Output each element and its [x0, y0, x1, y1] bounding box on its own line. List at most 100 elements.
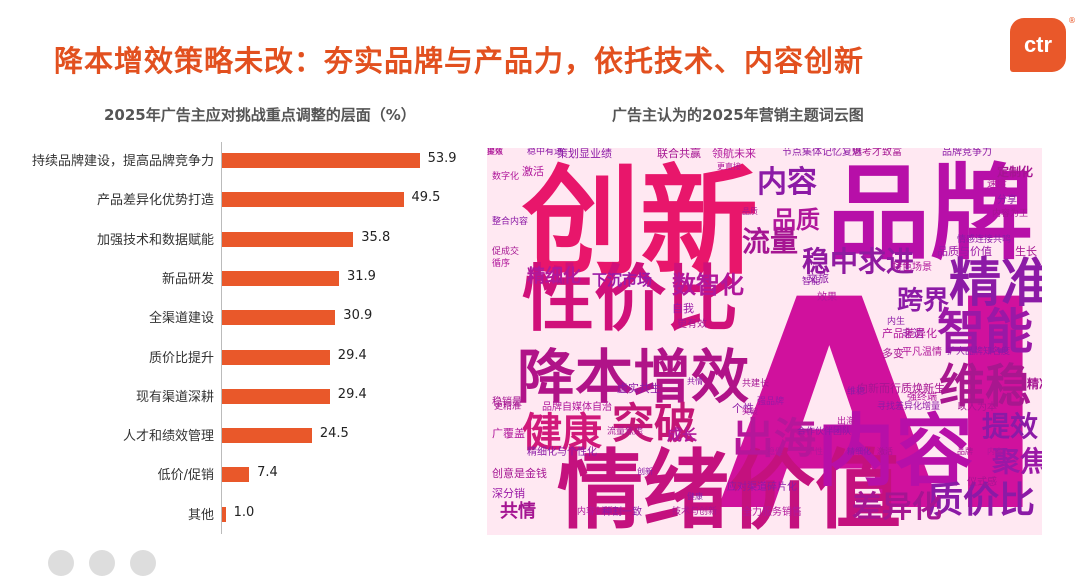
cloud-word: 共建长 — [742, 379, 770, 389]
bar — [222, 349, 330, 365]
cloud-word: 技术与创新 — [672, 507, 718, 517]
cloud-word: 精准 — [949, 254, 1042, 314]
cloud-word: 产品差异化 — [882, 327, 937, 340]
cloud-word: 激活 — [522, 165, 544, 178]
cloud-word: 内容 — [987, 447, 1003, 456]
cloud-word: 速度 — [987, 179, 1007, 190]
cloud-word: 健康 — [687, 492, 703, 501]
registered-mark: ® — [1068, 16, 1076, 25]
cloud-word: 智能 — [937, 304, 1034, 360]
cloud-word: 出海 — [837, 417, 856, 427]
cloud-word: 促成交 — [492, 247, 520, 257]
cloud-word: 突破 — [612, 399, 697, 448]
bar-row: 加强技术和数据赋能 35.8 — [0, 219, 480, 257]
cloud-word: 质价比 — [927, 480, 1036, 521]
cloud-word: 流量 — [742, 225, 799, 258]
bar — [222, 192, 404, 208]
cloud-word: 创新 — [637, 467, 653, 476]
cloud-word: 生长 — [1015, 245, 1037, 258]
cloud-word: 更有效 — [677, 319, 707, 330]
cloud-word: 多变 — [882, 347, 904, 360]
cloud-word: 内生 — [887, 317, 906, 327]
cloud-word: 强终端 — [907, 392, 937, 403]
cloud-word: 聚焦 — [487, 148, 503, 156]
cloud-word: 降本增效 — [517, 343, 750, 411]
cloud-word: 整合内容 — [492, 217, 529, 227]
cloud-word: 应对渠道碎片化 — [727, 482, 797, 493]
bar-row: 低价/促销 7.4 — [0, 454, 480, 492]
cloud-word: 激活 — [877, 447, 893, 456]
cloud-word: 效果 — [817, 292, 837, 303]
cloud-word: 向新而行质焕新生 — [857, 382, 945, 395]
category-label: 产品差异化优势打造 — [96, 193, 214, 209]
bar-row: 新品研发 31.9 — [0, 258, 480, 296]
cloud-word: 广覆盖 — [492, 427, 525, 440]
bar-row: 全渠道建设 30.9 — [0, 297, 480, 335]
cloud-word: 种割一致 — [602, 507, 642, 518]
cloud-word: 策划显业绩 — [557, 148, 612, 160]
bar-value-label: 35.8 — [361, 229, 391, 245]
cloud-word: 共情 — [500, 501, 536, 522]
cloud-word: 品质与价值 — [937, 245, 992, 258]
cloud-word: 以人为本 — [957, 402, 997, 413]
cloud-word: 数字化 — [492, 172, 520, 182]
pager-dot[interactable] — [89, 550, 116, 576]
cloud-word: 品牌竞争力 — [942, 148, 992, 158]
cloud-word: 维稳 — [939, 359, 1031, 413]
cloud-word: 稳销量 — [492, 397, 522, 408]
bar-value-label: 7.4 — [257, 465, 278, 481]
bar-value-label: 24.5 — [319, 426, 349, 442]
cloud-word: 共情 — [687, 377, 703, 386]
cloud-word: 强品牌 — [757, 397, 785, 407]
cloud-word: 深分销 — [492, 487, 525, 500]
cloud-word: 品质 — [772, 206, 820, 234]
cloud-word: 定制化 — [997, 165, 1034, 179]
cloud-word: 差异化 — [852, 490, 942, 525]
cloud-word: 品质 — [742, 207, 758, 216]
cloud-word: 个性 — [807, 447, 823, 456]
cloud-word: 品牌 — [957, 447, 973, 456]
bar-value-label: 53.9 — [427, 151, 457, 166]
bar-row: 其他 1.0 — [0, 494, 480, 532]
cloud-word: 出海 — [732, 414, 817, 463]
cloud-word: 非遗 — [902, 327, 924, 340]
bar-value-label: 29.4 — [337, 347, 367, 363]
pager-dot[interactable] — [130, 550, 157, 576]
cloud-word: 个性 — [732, 402, 754, 415]
cloud-word: 创新 — [522, 153, 759, 291]
cloud-word: AI — [557, 277, 565, 286]
bar — [222, 231, 354, 247]
word-cloud: AI 创新 品牌 情绪价值 内容 性价比 降本增效 精准 智能 维稳 出海 突破 健康 质价比 差异化 稳中求… — [487, 148, 1042, 535]
bar-chart: 持续品牌建设，提高品牌竞争力 53.9 产品差异化优势打造 49.5 加强技术和数据赋能… — [0, 140, 480, 540]
bar — [222, 310, 336, 326]
cloud-word: 精细化 — [847, 447, 871, 456]
cloud-word: 成长 — [667, 426, 698, 444]
bar-chart-axis — [221, 142, 222, 534]
category-label: 质价比提升 — [148, 350, 214, 366]
cloud-word: 循序 — [492, 259, 511, 269]
bar-row: 持续品牌建设，提高品牌竞争力 53.9 — [0, 140, 480, 178]
page-title: 降本增效策略未改：夯实品牌与产品力，依托技术、内容创新 — [54, 44, 865, 78]
cloud-word: 节点集体记忆复魅 — [782, 148, 862, 158]
bar — [222, 153, 420, 168]
cloud-word: 流量焦虑 — [607, 427, 644, 437]
cloud-word: 精细化与个性化 — [527, 447, 597, 458]
cloud-word: 提效 — [487, 148, 503, 156]
cloud-word: 平凡温情 — [902, 347, 942, 358]
cloud-word: 仪式感 — [967, 477, 997, 488]
cloud-word: 领航未来 — [712, 148, 756, 160]
cloud-word: 特色场景 — [892, 262, 932, 273]
category-label: 加强技术和数据赋能 — [96, 232, 214, 248]
ctr-logo: ctr — [1010, 18, 1066, 72]
category-label: 全渠道建设 — [148, 311, 214, 327]
cloud-word: 分享 — [997, 195, 1017, 206]
bar-row: 产品差异化优势打造 49.5 — [0, 179, 480, 217]
cloud-word: 突破 — [742, 407, 758, 416]
category-label: 持续品牌建设，提高品牌竞争力 — [31, 154, 214, 169]
cloud-word: 精准 — [1027, 377, 1042, 391]
pager-dot[interactable] — [48, 550, 74, 576]
logo-text: ctr — [1023, 32, 1053, 57]
cloud-word: 维稳 — [847, 387, 866, 397]
cloud-word: 情绪价值 — [557, 441, 901, 535]
bar-value-label: 29.4 — [337, 386, 367, 402]
